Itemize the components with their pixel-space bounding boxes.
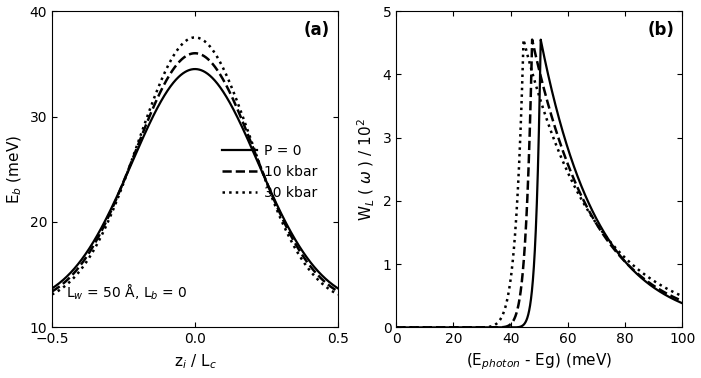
- P = 0: [334, 286, 342, 291]
- P = 0: [245, 139, 253, 144]
- X-axis label: z$_i$ / L$_c$: z$_i$ / L$_c$: [174, 352, 217, 370]
- 10 kbar: [174, 61, 182, 65]
- 10 kbar: [191, 51, 199, 56]
- 30 kbar: [334, 292, 342, 297]
- Text: (a): (a): [304, 20, 329, 39]
- 10 kbar: [163, 76, 172, 81]
- Y-axis label: W$_L$ ( $\omega$ ) / 10$^2$: W$_L$ ( $\omega$ ) / 10$^2$: [356, 118, 377, 221]
- 10 kbar: [271, 201, 280, 205]
- Line: 10 kbar: 10 kbar: [52, 53, 338, 291]
- P = 0: [174, 75, 182, 80]
- 30 kbar: [276, 216, 285, 220]
- P = 0: [276, 210, 285, 214]
- P = 0: [77, 258, 86, 262]
- P = 0: [191, 67, 199, 71]
- 10 kbar: [334, 289, 342, 294]
- P = 0: [163, 88, 172, 93]
- 10 kbar: [77, 262, 86, 266]
- Text: L$_w$ = 50 Å, L$_b$ = 0: L$_w$ = 50 Å, L$_b$ = 0: [67, 283, 188, 302]
- 30 kbar: [245, 131, 253, 135]
- P = 0: [271, 199, 280, 203]
- X-axis label: (E$_{photon}$ - Eg) (meV): (E$_{photon}$ - Eg) (meV): [466, 352, 613, 372]
- 30 kbar: [271, 204, 280, 208]
- 10 kbar: [245, 134, 253, 139]
- Line: 30 kbar: 30 kbar: [52, 37, 338, 294]
- Line: P = 0: P = 0: [52, 69, 338, 288]
- P = 0: [48, 286, 56, 291]
- 30 kbar: [163, 64, 172, 69]
- Legend: P = 0, 10 kbar, 30 kbar: P = 0, 10 kbar, 30 kbar: [217, 138, 322, 205]
- 30 kbar: [174, 47, 182, 51]
- 30 kbar: [77, 267, 86, 271]
- Text: (b): (b): [648, 20, 675, 39]
- 30 kbar: [191, 35, 199, 40]
- 10 kbar: [48, 289, 56, 294]
- Y-axis label: E$_b$ (meV): E$_b$ (meV): [6, 135, 24, 204]
- 10 kbar: [276, 212, 285, 217]
- 30 kbar: [48, 292, 56, 297]
